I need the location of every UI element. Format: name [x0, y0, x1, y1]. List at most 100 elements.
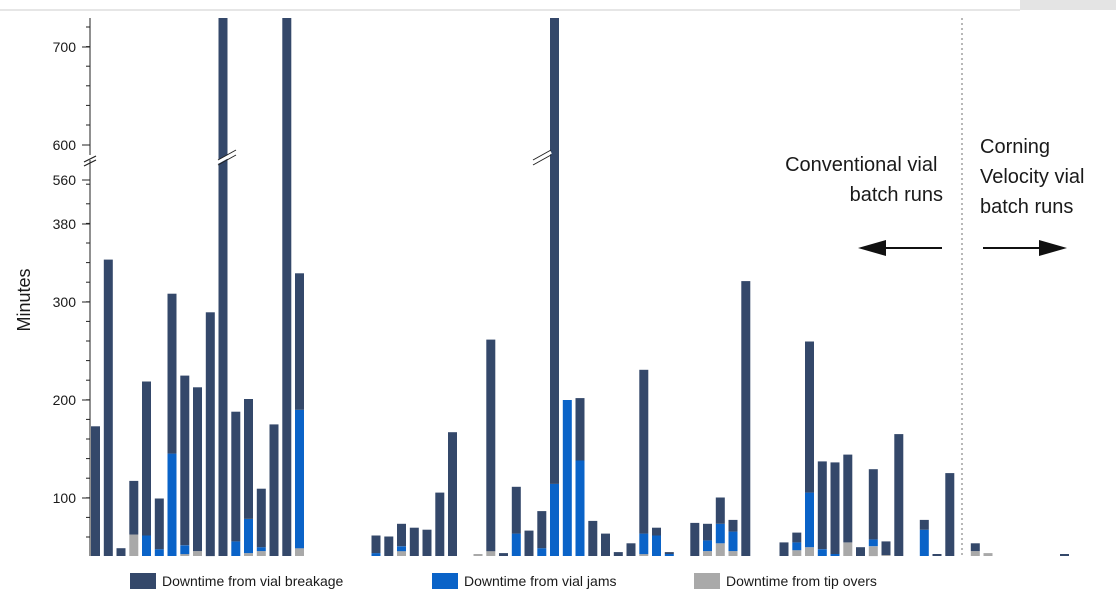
- legend-swatch: [694, 573, 720, 589]
- bar-segment-breakage: [206, 312, 215, 556]
- bar-segment-jams: [550, 484, 559, 556]
- annotation-conventional-line2: batch runs: [850, 184, 943, 206]
- bar-segment-breakage: [805, 342, 814, 493]
- bar-segment-breakage: [423, 530, 432, 556]
- bar-segment-breakage: [384, 537, 393, 557]
- bar-segment-breakage: [576, 398, 585, 460]
- right-arrow-icon: [983, 240, 1067, 256]
- bar-segment-tip-overs: [295, 548, 304, 556]
- bar-segment-breakage: [91, 426, 100, 556]
- bar-segment-jams: [142, 536, 151, 557]
- bar-segment-jams: [397, 546, 406, 551]
- bar-segment-jams: [244, 519, 253, 553]
- bar-segment-tip-overs: [729, 551, 738, 556]
- y-tick-label: 100: [53, 490, 77, 506]
- annotation-velocity: Corning Velocity vial batch runs: [980, 136, 1090, 218]
- bar-segment-tip-overs: [180, 554, 189, 556]
- bar-segment-tip-overs: [971, 551, 980, 556]
- bar-segment-breakage: [537, 511, 546, 548]
- bar-segment-breakage: [627, 543, 636, 556]
- bar-segment-jams: [652, 536, 661, 557]
- bar-segment-breakage: [486, 340, 495, 552]
- y-major-ticks: 100 200 300 380 560 600 700: [53, 39, 90, 506]
- y-tick-label: 300: [53, 294, 77, 310]
- bar-segment-breakage: [831, 462, 840, 554]
- bar-segment-breakage: [792, 533, 801, 543]
- bar-segment-breakage: [665, 552, 674, 554]
- bar-segment-jams: [168, 454, 177, 556]
- bar-segment-breakage: [231, 412, 240, 542]
- y-tick-label: 380: [53, 216, 77, 232]
- bar-segment-jams: [729, 532, 738, 552]
- bar-segment-jams: [537, 548, 546, 556]
- annotation-conventional: Conventional vial batch runs: [785, 154, 943, 206]
- bar-segment-breakage: [601, 534, 610, 556]
- bar-segment-breakage: [397, 524, 406, 546]
- bar-segment-breakage: [639, 370, 648, 534]
- bar-segment-breakage: [894, 434, 903, 556]
- bar-segment-breakage: [193, 387, 202, 551]
- bar-segment-breakage: [614, 552, 623, 556]
- bar-segment-tip-overs: [486, 551, 495, 556]
- bar-segment-jams: [180, 545, 189, 554]
- bar-segment-breakage: [435, 493, 444, 556]
- bar-segment-tip-overs: [792, 550, 801, 556]
- bar-segment-breakage: [104, 260, 113, 556]
- annotation-velocity-line2: Velocity vial: [980, 166, 1085, 188]
- bar-segment-jams: [563, 400, 572, 556]
- y-axis-title: Minutes: [14, 268, 34, 331]
- bar-segment-breakage: [219, 18, 228, 556]
- bar-segment-tip-overs: [805, 547, 814, 556]
- y-tick-label: 700: [53, 39, 77, 55]
- top-right-panel: [1020, 0, 1116, 10]
- bar-segment-jams: [155, 549, 164, 556]
- bar-segment-breakage: [117, 548, 126, 556]
- bar-segment-breakage: [716, 498, 725, 524]
- bar-segment-breakage: [882, 541, 891, 555]
- legend-label: Downtime from tip overs: [726, 573, 877, 589]
- bar-segment-breakage: [499, 553, 508, 556]
- bar-segment-jams: [257, 547, 266, 551]
- bar-segment-breakage: [869, 469, 878, 539]
- y-tick-label: 600: [53, 137, 77, 153]
- bar-segment-breakage: [410, 528, 419, 556]
- left-arrow-icon: [858, 240, 942, 256]
- annotation-velocity-line3: batch runs: [980, 196, 1073, 218]
- bar-segment-tip-overs: [193, 551, 202, 556]
- bar-segment-jams: [716, 524, 725, 544]
- bar-segment-breakage: [741, 281, 750, 556]
- bar-segment-breakage: [652, 528, 661, 536]
- bar-segment-breakage: [703, 524, 712, 541]
- bar-break-marks-outline: [218, 150, 551, 165]
- bar-segment-breakage: [856, 547, 865, 556]
- bar-segment-tip-overs: [257, 551, 266, 556]
- bar-segment-breakage: [550, 18, 559, 484]
- bar-segment-tip-overs: [397, 551, 406, 556]
- bar-segment-tip-overs: [244, 553, 253, 556]
- bar-segment-tip-overs: [882, 555, 891, 556]
- bar-segment-jams: [295, 410, 304, 549]
- y-tick-label: 200: [53, 392, 77, 408]
- bar-segment-jams: [920, 530, 929, 556]
- legend-swatch: [130, 573, 156, 589]
- bar-segment-breakage: [155, 499, 164, 550]
- bar-segment-breakage: [168, 294, 177, 454]
- bar-segment-tip-overs: [716, 543, 725, 556]
- bar-segment-jams: [805, 493, 814, 548]
- bar-segment-breakage: [512, 487, 521, 534]
- bar-segment-breakage: [270, 424, 279, 556]
- bar-break-marks: [218, 152, 551, 162]
- annotation-conventional-line1: Conventional vial: [785, 154, 937, 176]
- bar-segment-jams: [512, 534, 521, 556]
- y-tick-label: 560: [53, 172, 77, 188]
- bar-segment-breakage: [1060, 554, 1069, 556]
- bar-segment-breakage: [295, 273, 304, 410]
- annotation-velocity-line1: Corning: [980, 136, 1050, 158]
- bar-segment-tip-overs: [984, 553, 993, 556]
- bar-segment-jams: [831, 554, 840, 556]
- legend-swatch: [432, 573, 458, 589]
- bar-segment-breakage: [257, 489, 266, 548]
- bar-segment-breakage: [129, 481, 138, 535]
- bar-segment-jams: [372, 553, 381, 556]
